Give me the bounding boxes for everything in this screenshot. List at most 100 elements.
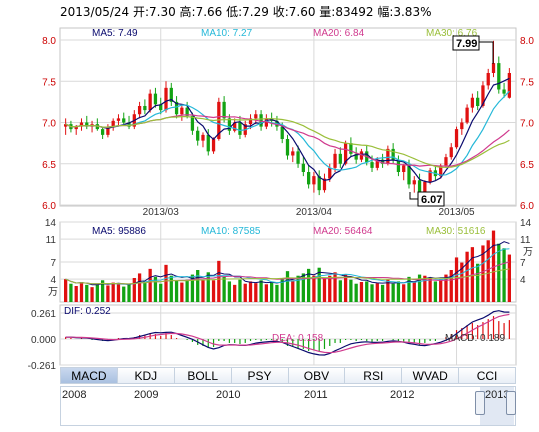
- candle-body: [95, 124, 99, 130]
- volume-bar: [116, 284, 121, 302]
- candle-body: [375, 159, 379, 168]
- volume-unit-left: 万: [46, 286, 58, 297]
- overview-year-2008: 2008: [62, 389, 87, 401]
- candle-body: [248, 118, 253, 125]
- candle-body: [370, 162, 374, 168]
- volume-bar: [201, 279, 205, 302]
- macd-lines: [65, 310, 510, 356]
- volume-bar: [312, 275, 316, 302]
- tab-kdj[interactable]: KDJ: [116, 367, 174, 384]
- volume-bar: [423, 275, 427, 302]
- candle-body: [465, 107, 469, 123]
- tab-macd[interactable]: MACD: [60, 367, 117, 384]
- candle-body: [280, 126, 284, 139]
- macd-tick-left: 0.000: [31, 335, 56, 346]
- volume-bar: [328, 275, 332, 302]
- volume-bar: [143, 281, 147, 302]
- candle-body: [396, 159, 401, 172]
- candle-body: [254, 114, 258, 119]
- volume-bar: [275, 284, 279, 302]
- low-callout: 6.07: [409, 191, 445, 207]
- price-panel-frame: [59, 27, 517, 207]
- price-ma30-label: MA30: 6.76: [426, 28, 478, 39]
- candle-body: [79, 122, 84, 127]
- tab-psy[interactable]: PSY: [230, 367, 288, 384]
- candle-body: [428, 170, 432, 182]
- tab-wvad[interactable]: WVAD: [401, 367, 459, 384]
- volume-bar: [132, 278, 136, 302]
- volume-tick-left: 14: [45, 218, 57, 229]
- volume-bar: [402, 284, 406, 302]
- candle-body: [196, 130, 200, 141]
- candle-body: [259, 114, 263, 127]
- quote-header: 2013/05/24 开:7.30 高:7.66 低:7.29 收:7.60 量…: [60, 5, 432, 19]
- volume-bar: [190, 274, 195, 302]
- candle-body: [169, 87, 173, 102]
- volume-bar: [460, 262, 464, 302]
- candle-body: [100, 129, 105, 135]
- volume-ma5-label: MA5: 95886: [92, 226, 146, 237]
- candle-body: [486, 73, 490, 86]
- overview-right-handle[interactable]: [506, 391, 516, 415]
- tab-rsi[interactable]: RSI: [344, 367, 402, 384]
- macd-panel-frame: [59, 304, 517, 366]
- candle-body: [502, 89, 506, 94]
- overview-year-2010: 2010: [216, 389, 241, 401]
- tab-cci[interactable]: CCI: [458, 367, 516, 384]
- volume-bar: [64, 279, 68, 302]
- volume-bar: [301, 273, 305, 302]
- volume-tick-right: 4: [520, 275, 526, 286]
- date-axis: 2013/03 2013/04 2013/05: [143, 207, 475, 218]
- high-callout-box: [452, 35, 480, 51]
- candle-body: [312, 176, 316, 185]
- macd-value-label: MACD: 0.189: [445, 333, 505, 344]
- tab-boll[interactable]: BOLL: [173, 367, 231, 384]
- volume-bar: [407, 276, 411, 302]
- volume-bar: [206, 272, 210, 302]
- volume-moving-averages: [65, 241, 510, 286]
- volume-bar: [454, 257, 459, 302]
- candle-body: [412, 180, 416, 185]
- overview-navigator[interactable]: [60, 386, 516, 426]
- price-tick-right: 6.0: [520, 201, 534, 212]
- volume-ma10-label: MA10: 87585: [201, 226, 261, 237]
- tab-obv[interactable]: OBV: [287, 367, 345, 384]
- candle-body: [317, 176, 321, 191]
- overview-year-2009: 2009: [134, 389, 159, 401]
- volume-bar: [349, 279, 353, 302]
- candle-body: [164, 87, 168, 111]
- volume-bar: [90, 287, 94, 302]
- candle-body: [354, 153, 358, 160]
- volume-bar: [148, 268, 152, 302]
- volume-bar: [180, 282, 184, 302]
- volume-ma20-label: MA20: 56464: [313, 226, 373, 237]
- overview-left-handle[interactable]: [475, 391, 485, 415]
- volume-bar: [100, 280, 105, 302]
- candle-body: [233, 122, 237, 131]
- price-ma20-label: MA20: 6.84: [313, 28, 365, 39]
- candle-body: [85, 122, 89, 127]
- volume-tick-left: 4: [50, 275, 56, 286]
- volume-bar: [270, 282, 274, 302]
- volume-ma30-label: MA30: 51616: [426, 226, 486, 237]
- macd-dea-line: [65, 313, 510, 354]
- candle-body: [153, 93, 158, 105]
- price-moving-averages: [65, 77, 510, 184]
- volume-bar: [497, 243, 501, 302]
- price-tick-right: 6.5: [520, 160, 534, 171]
- candle-body: [476, 97, 480, 106]
- candle-body: [386, 148, 390, 164]
- macd-dea-label: DEA: 0.158: [272, 333, 324, 344]
- date-tick-label: 2013/05: [438, 207, 475, 218]
- volume-bar: [122, 286, 126, 302]
- candle-body: [444, 157, 448, 166]
- candle-body: [402, 165, 406, 172]
- candle-body: [190, 115, 195, 131]
- volume-bar: [106, 285, 110, 302]
- volume-bar: [127, 284, 131, 302]
- candle-body: [407, 165, 411, 185]
- candle-body: [391, 148, 395, 160]
- volume-bar: [227, 281, 232, 302]
- candle-body: [491, 63, 496, 73]
- date-tick-label: 2013/03: [143, 207, 180, 218]
